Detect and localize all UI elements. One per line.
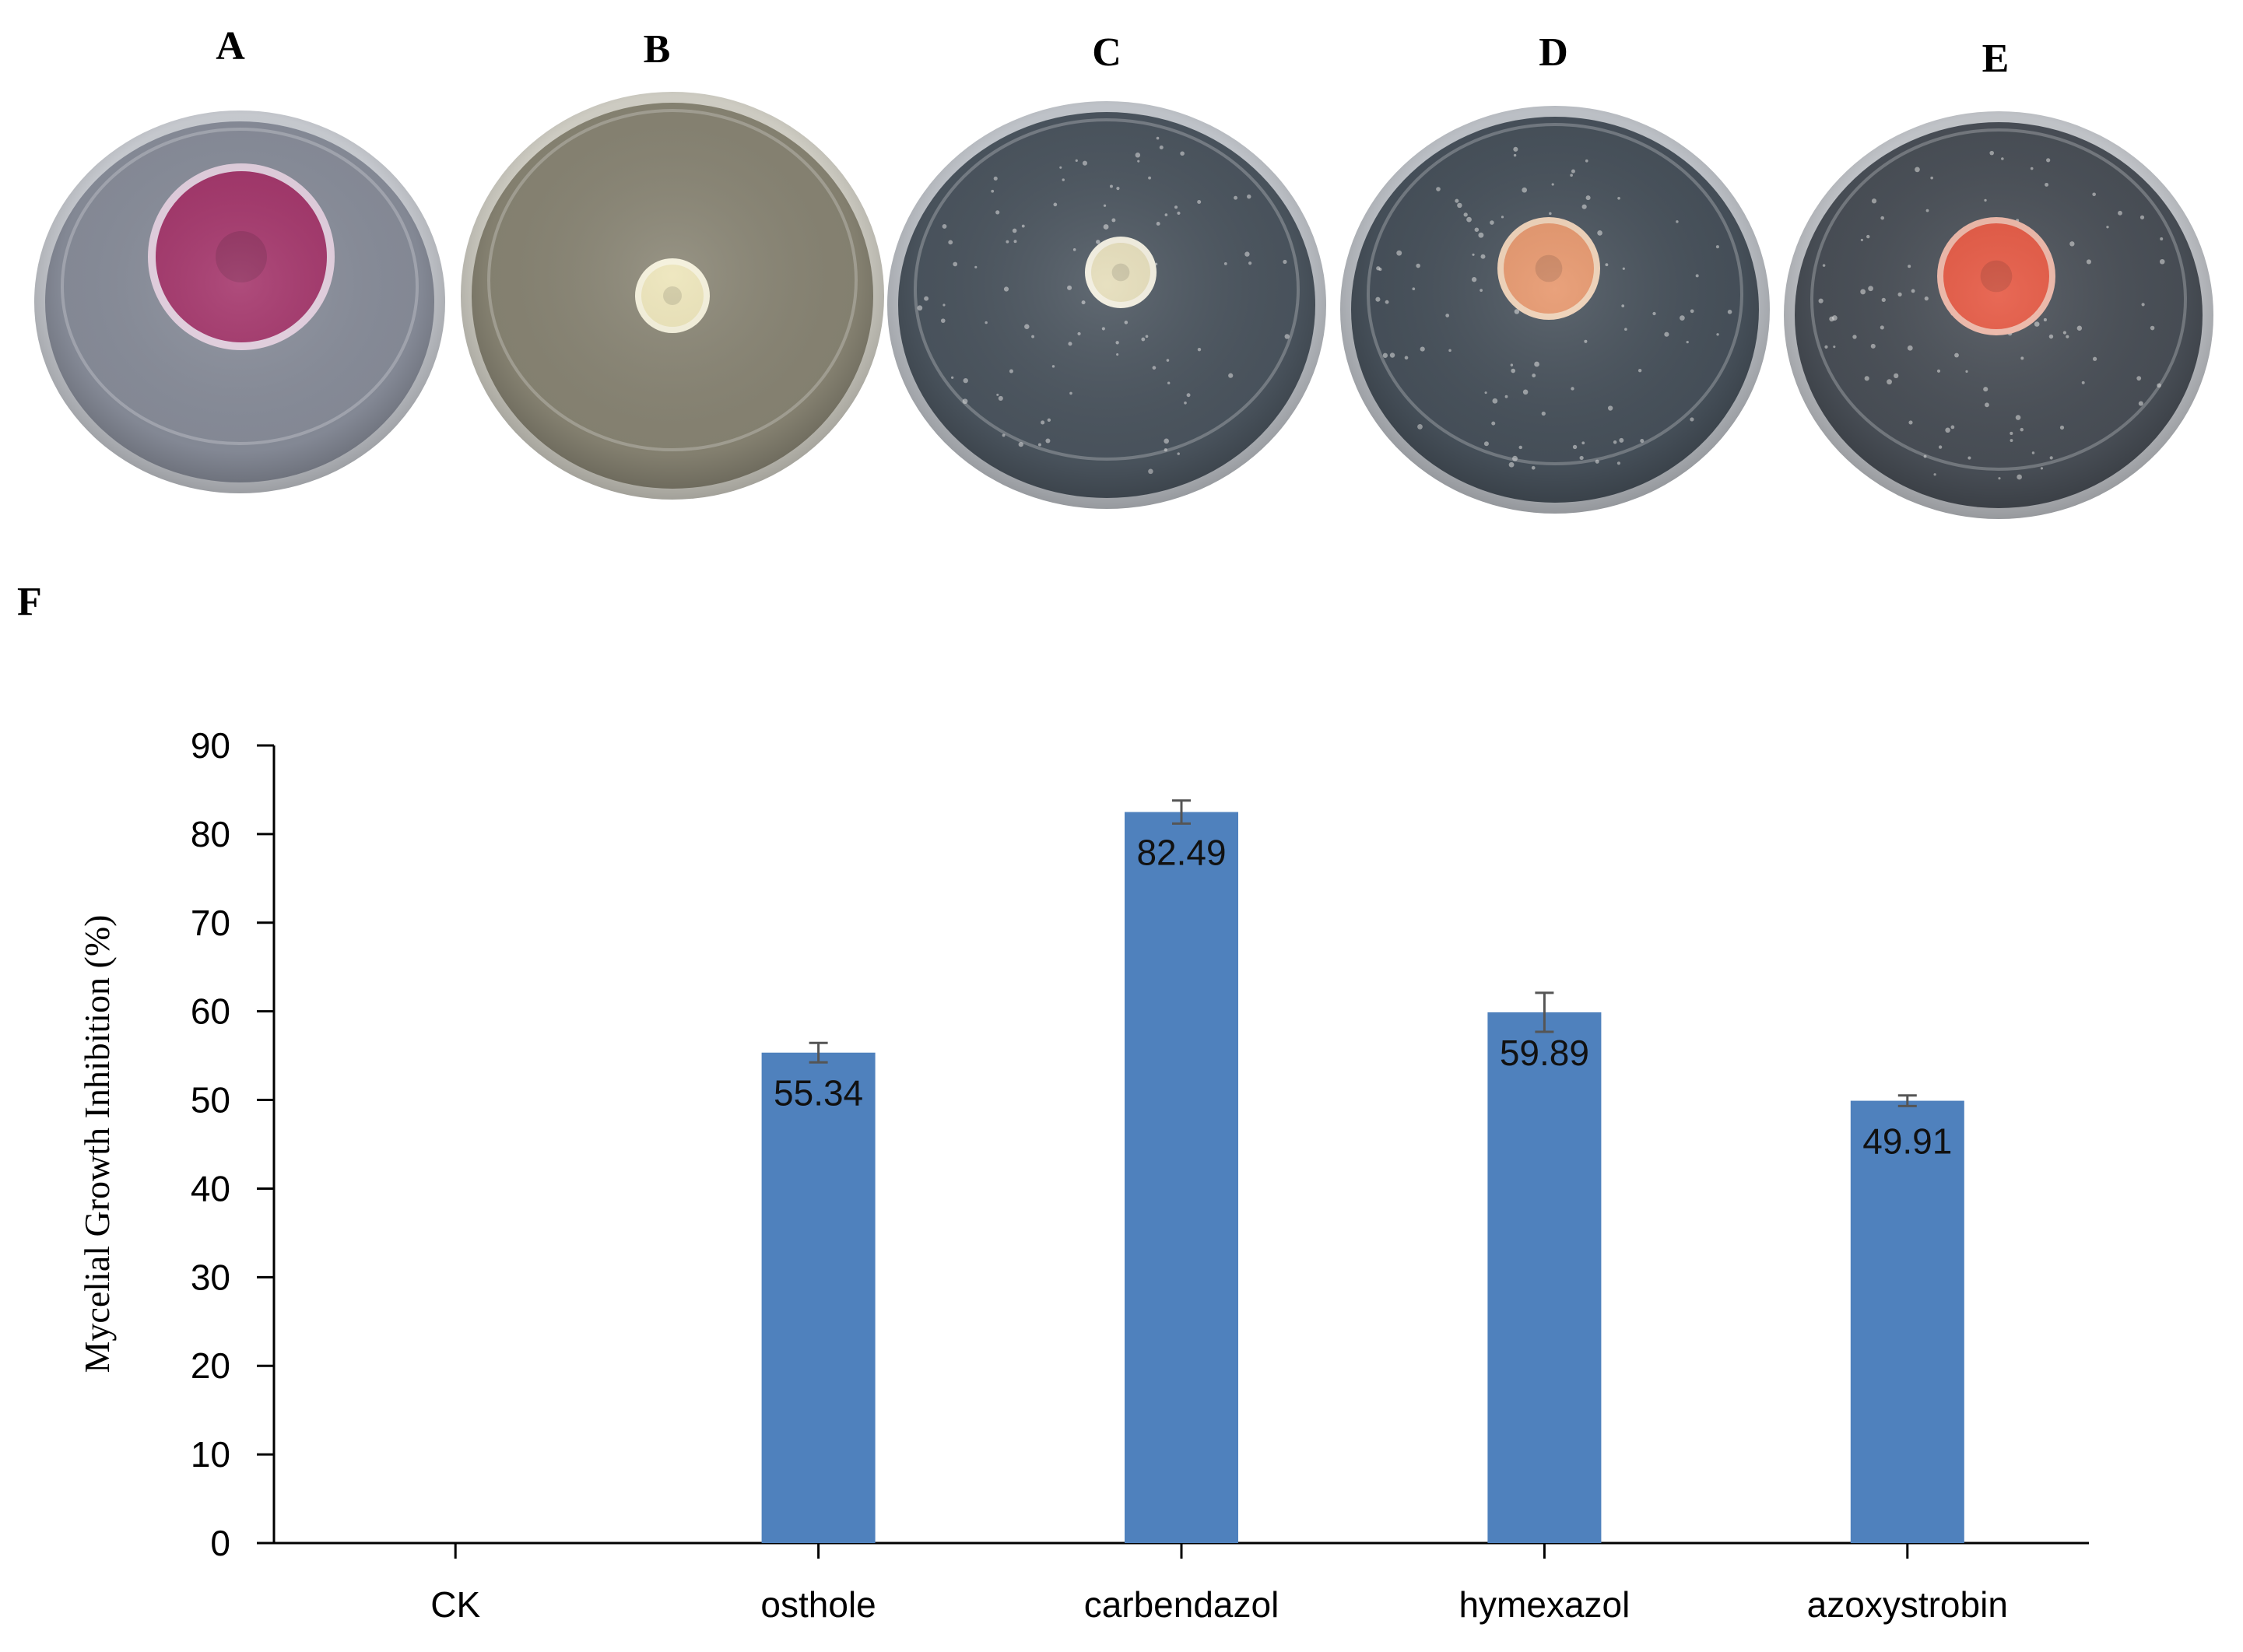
petri-dish-e [1784,111,2213,519]
data-label-azoxystrobin: 49.91 [1862,1121,1952,1162]
panel-letter-c: C [1092,30,1122,75]
y-tick-label: 50 [191,1080,230,1121]
y-tick-label: 20 [191,1345,230,1386]
petri-dish-a [34,110,445,493]
bar-hymexazol [1487,1012,1602,1543]
panel-letter-b: B [644,27,671,72]
dish-shading [1340,106,1770,514]
data-label-osthole: 55.34 [774,1073,863,1114]
y-tick-label: 60 [191,991,230,1032]
panel-letter-d: D [1539,30,1568,75]
bar-chart: Mycelial Growth Inhibition (%) 0 10 20 30 40… [77,725,2089,1625]
dish-shading [461,92,884,500]
data-label-carbendazol: 82.49 [1136,833,1226,873]
bars: 55.34 82.49 59.89 49.91 [761,799,1964,1543]
data-label-hymexazol: 59.89 [1500,1033,1589,1073]
dish-shading [1784,111,2213,519]
bar-osthole [761,1052,876,1543]
y-axis-ticks: 0 10 20 30 40 50 60 70 80 90 [191,725,274,1563]
y-tick-label: 30 [191,1257,230,1297]
panel-letter-f: F [17,580,42,624]
petri-dish-photos [34,92,2213,519]
x-tick-label-azoxystrobin: azoxystrobin [1807,1584,2008,1625]
x-tick-label-osthole: osthole [760,1584,876,1625]
panel-letter-e: E [1982,37,2010,81]
panel-letter-a: A [216,24,245,68]
petri-dish-b [461,92,884,500]
petri-dish-c [887,101,1326,509]
x-tick-label-ck: CK [430,1584,480,1625]
y-tick-label: 10 [191,1434,230,1475]
bar-carbendazol [1125,812,1238,1543]
y-axis-label: Mycelial Growth Inhibition (%) [77,915,117,1373]
y-tick-label: 40 [191,1168,230,1208]
x-tick-label-hymexazol: hymexazol [1458,1584,1630,1625]
bar-azoxystrobin [1850,1100,1964,1543]
petri-dish-d [1340,106,1770,514]
x-tick-label-carbendazol: carbendazol [1084,1584,1279,1625]
y-tick-label: 0 [210,1523,230,1563]
y-tick-label: 80 [191,814,230,854]
dish-shading [34,110,445,493]
dish-shading [887,101,1326,509]
x-axis-ticks: CK osthole carbendazol hymexazol azoxystrobi… [430,1543,2008,1625]
y-tick-label: 90 [191,725,230,766]
y-tick-label: 70 [191,903,230,943]
